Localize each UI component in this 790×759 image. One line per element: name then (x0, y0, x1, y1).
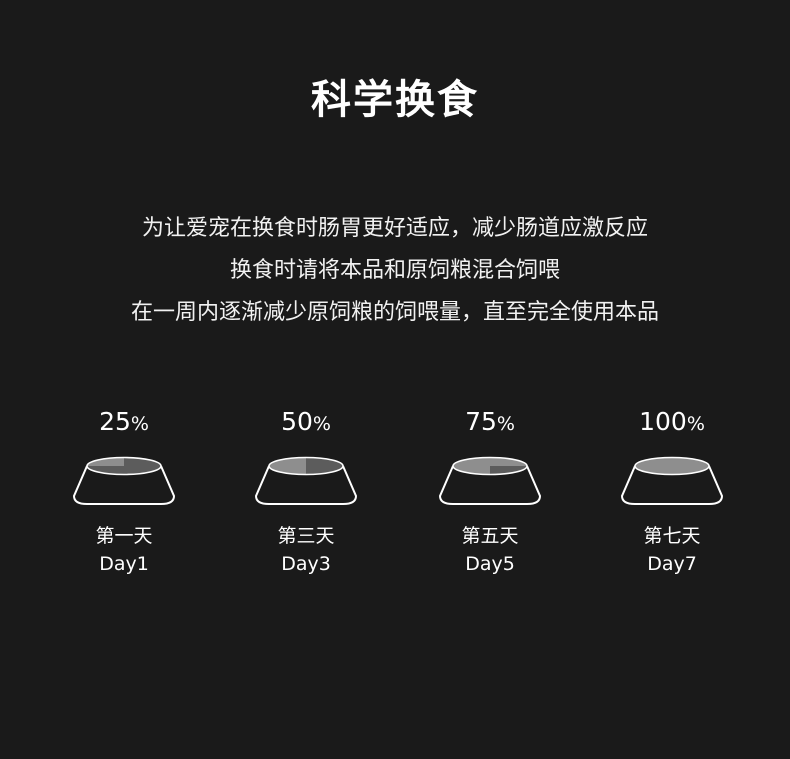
new-food-portion (269, 457, 306, 475)
bowl-icon (254, 456, 358, 505)
bowl-rim (86, 456, 162, 476)
percent-number: 50 (281, 407, 313, 436)
percent-sign: % (312, 413, 331, 435)
day-label-en: Day1 (99, 553, 149, 575)
day-label-en: Day7 (647, 553, 697, 575)
description: 为让爱宠在换食时肠胃更好适应，减少肠道应激反应 换食时请将本品和原饲粮混合饲喂 … (0, 208, 790, 334)
day-label-cn: 第五天 (461, 525, 519, 547)
description-line-3: 在一周内逐渐减少原饲粮的饲喂量，直至完全使用本品 (130, 300, 659, 325)
description-line-1: 为让爱宠在换食时肠胃更好适应，减少肠道应激反应 (141, 216, 648, 241)
percent-label: 50% (246, 400, 366, 444)
feeding-schedule: 25% 第一天 Day1 50% 第三天 Day3 75% 第五天 Day5 1… (0, 400, 790, 600)
bowl-icon (620, 456, 724, 505)
percent-number: 100 (639, 407, 687, 436)
bowl-stage-1: 25% 第一天 Day1 (64, 400, 184, 578)
bowl-body (72, 465, 176, 505)
food-surface (87, 457, 161, 475)
percent-label: 25% (64, 400, 184, 444)
day-label-cn: 第三天 (277, 525, 335, 547)
description-line-2: 换食时请将本品和原饲粮混合饲喂 (229, 258, 560, 283)
percent-sign: % (686, 413, 705, 435)
bowl-icon (438, 456, 542, 505)
percent-sign: % (496, 413, 515, 435)
bowl-stage-2: 50% 第三天 Day3 (246, 400, 366, 578)
bowl-rim (634, 456, 710, 476)
day-label-cn: 第七天 (643, 525, 701, 547)
food-surface (269, 457, 343, 475)
percent-number: 75 (465, 407, 497, 436)
day-label-en: Day5 (465, 553, 515, 575)
food-surface (453, 457, 527, 475)
day-label-en: Day3 (281, 553, 331, 575)
bowl-stage-3: 75% 第五天 Day5 (430, 400, 550, 578)
bowl-stage-4: 100% 第七天 Day7 (612, 400, 732, 578)
new-food-portion (87, 457, 124, 466)
bowl-icon (72, 456, 176, 505)
bowl-body (438, 465, 542, 505)
bowl-body (620, 465, 724, 505)
percent-sign: % (130, 413, 149, 435)
page-title: 科学换食 (311, 77, 479, 123)
bowl-rim (268, 456, 344, 476)
bowl-rim (452, 456, 528, 476)
percent-label: 75% (430, 400, 550, 444)
percent-label: 100% (612, 400, 732, 444)
new-food-portion (635, 457, 709, 475)
bowl-body (254, 465, 358, 505)
food-surface (635, 457, 709, 475)
day-label-cn: 第一天 (95, 525, 153, 547)
percent-number: 25 (99, 407, 131, 436)
new-food-portion (453, 457, 527, 475)
